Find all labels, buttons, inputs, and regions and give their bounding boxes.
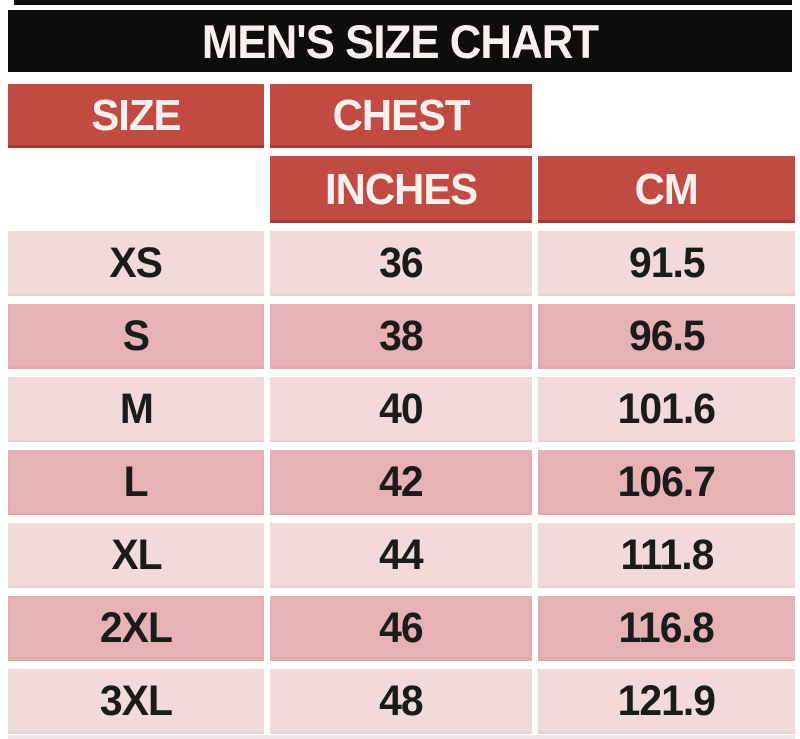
size-value: L [123, 458, 149, 506]
cm-cell: 96.5 [538, 304, 795, 369]
header-spacer [8, 156, 264, 223]
header-spacer [538, 84, 795, 148]
size-value: 2XL [99, 604, 173, 652]
inches-value: 40 [379, 385, 423, 433]
size-table: SIZE CHEST INCHES CM XS 36 91.5 S 38 [8, 84, 795, 734]
inches-cell: 44 [270, 523, 532, 588]
size-value: S [122, 312, 150, 360]
cm-cell: 121.9 [538, 669, 795, 734]
cm-cell: 111.8 [538, 523, 795, 588]
cm-value: 116.8 [618, 604, 715, 652]
size-value: 3XL [99, 677, 173, 725]
inches-cell: 46 [270, 596, 532, 661]
col-header-inches-label: INCHES [324, 164, 478, 214]
size-cell: M [8, 377, 264, 442]
size-cell: L [8, 450, 264, 515]
cm-cell: 91.5 [538, 231, 795, 296]
inches-cell: 36 [270, 231, 532, 296]
col-header-size: SIZE [8, 84, 264, 148]
inches-value: 42 [379, 458, 423, 506]
col-header-chest-label: CHEST [332, 91, 471, 140]
size-cell: 2XL [8, 596, 264, 661]
inches-value: 44 [379, 531, 423, 579]
cm-value: 111.8 [620, 531, 714, 579]
col-header-chest: CHEST [270, 84, 532, 148]
col-header-inches: INCHES [270, 156, 532, 223]
chart-title: MEN'S SIZE CHART [201, 14, 599, 68]
size-cell: XS [8, 231, 264, 296]
inches-value: 36 [379, 239, 423, 287]
size-value: XS [109, 239, 164, 287]
inches-value: 38 [379, 312, 423, 360]
size-cell: S [8, 304, 264, 369]
cm-value: 101.6 [617, 385, 716, 433]
inches-cell: 42 [270, 450, 532, 515]
size-cell: 3XL [8, 669, 264, 734]
col-header-cm-label: CM [634, 164, 699, 214]
size-cell: XL [8, 523, 264, 588]
cm-cell: 106.7 [538, 450, 795, 515]
size-value: M [119, 385, 153, 433]
cm-value: 121.9 [617, 677, 716, 725]
size-value: XL [110, 531, 162, 579]
cm-value: 106.7 [617, 458, 716, 506]
chart-title-bar: MEN'S SIZE CHART [8, 10, 792, 72]
col-header-size-label: SIZE [91, 91, 181, 140]
cm-value: 96.5 [628, 312, 706, 360]
inches-value: 46 [379, 604, 423, 652]
top-border-strip [14, 0, 792, 5]
col-header-cm: CM [538, 156, 795, 223]
inches-value: 48 [379, 677, 423, 725]
bottom-edge-strip [8, 735, 795, 739]
cm-value: 91.5 [628, 239, 706, 287]
cm-cell: 101.6 [538, 377, 795, 442]
inches-cell: 48 [270, 669, 532, 734]
cm-cell: 116.8 [538, 596, 795, 661]
inches-cell: 40 [270, 377, 532, 442]
inches-cell: 38 [270, 304, 532, 369]
